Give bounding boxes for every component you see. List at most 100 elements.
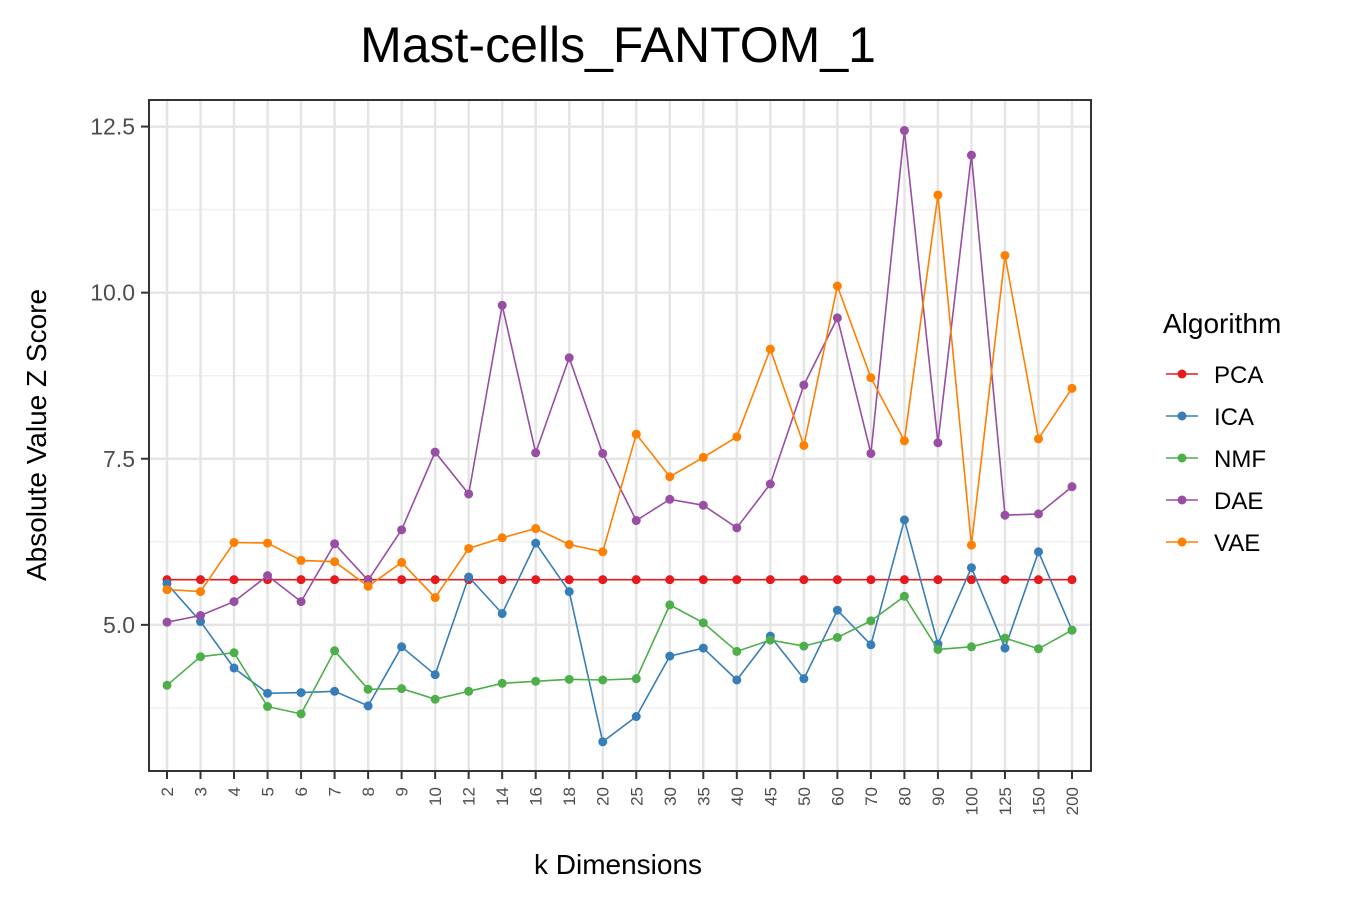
vae-point xyxy=(1000,250,1010,260)
x-tick-label: 3 xyxy=(192,787,211,796)
x-tick-label: 30 xyxy=(661,787,680,806)
nmf-point xyxy=(832,632,842,642)
pca-point xyxy=(899,575,909,585)
ica-point xyxy=(832,605,842,615)
dae-point xyxy=(1033,509,1043,519)
vae-series xyxy=(162,190,1077,603)
pca-point xyxy=(832,575,842,585)
x-tick-label: 4 xyxy=(225,787,244,796)
vae-point xyxy=(229,537,239,547)
nmf-point xyxy=(531,676,541,686)
pca-point xyxy=(497,575,507,585)
ica-point xyxy=(899,515,909,525)
ica-point xyxy=(296,688,306,698)
legend-label-dae: DAE xyxy=(1214,488,1263,515)
nmf-point xyxy=(564,674,574,684)
x-tick-label: 9 xyxy=(393,787,412,796)
ica-point xyxy=(1000,643,1010,653)
legend: Algorithm PCA ICA NMF DAE VAE xyxy=(1163,308,1281,557)
x-tick-label: 60 xyxy=(828,787,847,806)
vae-point xyxy=(430,593,440,603)
pca-point xyxy=(564,575,574,585)
nmf-point xyxy=(698,618,708,628)
ica-point xyxy=(966,563,976,573)
x-tick-label: 35 xyxy=(694,787,713,806)
pca-series xyxy=(162,575,1077,585)
x-tick-label: 25 xyxy=(627,787,646,806)
nmf-point xyxy=(497,678,507,688)
vae-line xyxy=(166,194,1073,599)
vae-point xyxy=(1067,383,1077,393)
ica-point xyxy=(330,686,340,696)
vae-point xyxy=(966,540,976,550)
x-tick-label: 7 xyxy=(326,787,345,796)
nmf-point xyxy=(1067,625,1077,635)
vae-point xyxy=(196,587,206,597)
legend-key-point-pca xyxy=(1177,369,1187,379)
nmf-point xyxy=(430,694,440,704)
vae-point xyxy=(1033,434,1043,444)
pca-point xyxy=(397,575,407,585)
dae-point xyxy=(698,500,708,510)
nmf-point xyxy=(631,674,641,684)
dae-point xyxy=(397,525,407,535)
legend-label-ica: ICA xyxy=(1214,404,1254,431)
x-tick-label: 90 xyxy=(929,787,948,806)
pca-point xyxy=(229,575,239,585)
ica-point xyxy=(363,701,373,711)
nmf-point xyxy=(162,680,172,690)
nmf-point xyxy=(866,616,876,626)
pca-point xyxy=(531,575,541,585)
x-tick-label: 10 xyxy=(426,787,445,806)
legend-title: Algorithm xyxy=(1163,308,1281,339)
dae-point xyxy=(564,353,574,363)
dae-point xyxy=(899,126,909,136)
legend-label-pca: PCA xyxy=(1214,362,1263,389)
x-tick-label: 50 xyxy=(795,787,814,806)
x-tick-label: 200 xyxy=(1063,787,1082,815)
nmf-point xyxy=(229,648,239,658)
dae-point xyxy=(765,479,775,489)
axes: 5.07.510.012.52 3 4 5 6 7 8 9 10 12 14 16 18 20 25 30 35… xyxy=(90,114,1082,816)
vae-point xyxy=(363,581,373,591)
dae-point xyxy=(531,448,541,458)
dae-point xyxy=(933,438,943,448)
x-tick-label: 40 xyxy=(728,787,747,806)
x-tick-label: 100 xyxy=(962,787,981,815)
nmf-point xyxy=(1033,644,1043,654)
ica-point xyxy=(799,674,809,684)
nmf-point xyxy=(464,686,474,696)
pca-point xyxy=(765,575,775,585)
vae-point xyxy=(866,373,876,383)
dae-point xyxy=(832,313,842,323)
ica-point xyxy=(531,538,541,548)
dae-point xyxy=(732,523,742,533)
vae-point xyxy=(531,524,541,534)
nmf-point xyxy=(296,709,306,719)
dae-point xyxy=(162,617,172,627)
nmf-point xyxy=(363,684,373,694)
pca-point xyxy=(866,575,876,585)
x-tick-label: 125 xyxy=(996,787,1015,815)
vae-point xyxy=(933,190,943,200)
nmf-point xyxy=(899,591,909,601)
dae-point xyxy=(296,597,306,607)
pca-point xyxy=(799,575,809,585)
plot-panel-border xyxy=(148,99,1092,772)
dae-point xyxy=(665,494,675,504)
series-group xyxy=(162,126,1077,747)
ica-point xyxy=(397,642,407,652)
vae-point xyxy=(397,557,407,567)
vae-point xyxy=(732,432,742,442)
legend-label-nmf: NMF xyxy=(1214,446,1266,473)
dae-point xyxy=(866,448,876,458)
x-tick-label: 6 xyxy=(292,787,311,796)
x-axis-title: k Dimensions xyxy=(534,849,702,880)
ica-point xyxy=(598,737,608,747)
vae-point xyxy=(765,344,775,354)
ica-point xyxy=(631,712,641,722)
vae-point xyxy=(464,543,474,553)
nmf-point xyxy=(732,646,742,656)
nmf-series xyxy=(162,591,1077,719)
vae-point xyxy=(665,472,675,482)
